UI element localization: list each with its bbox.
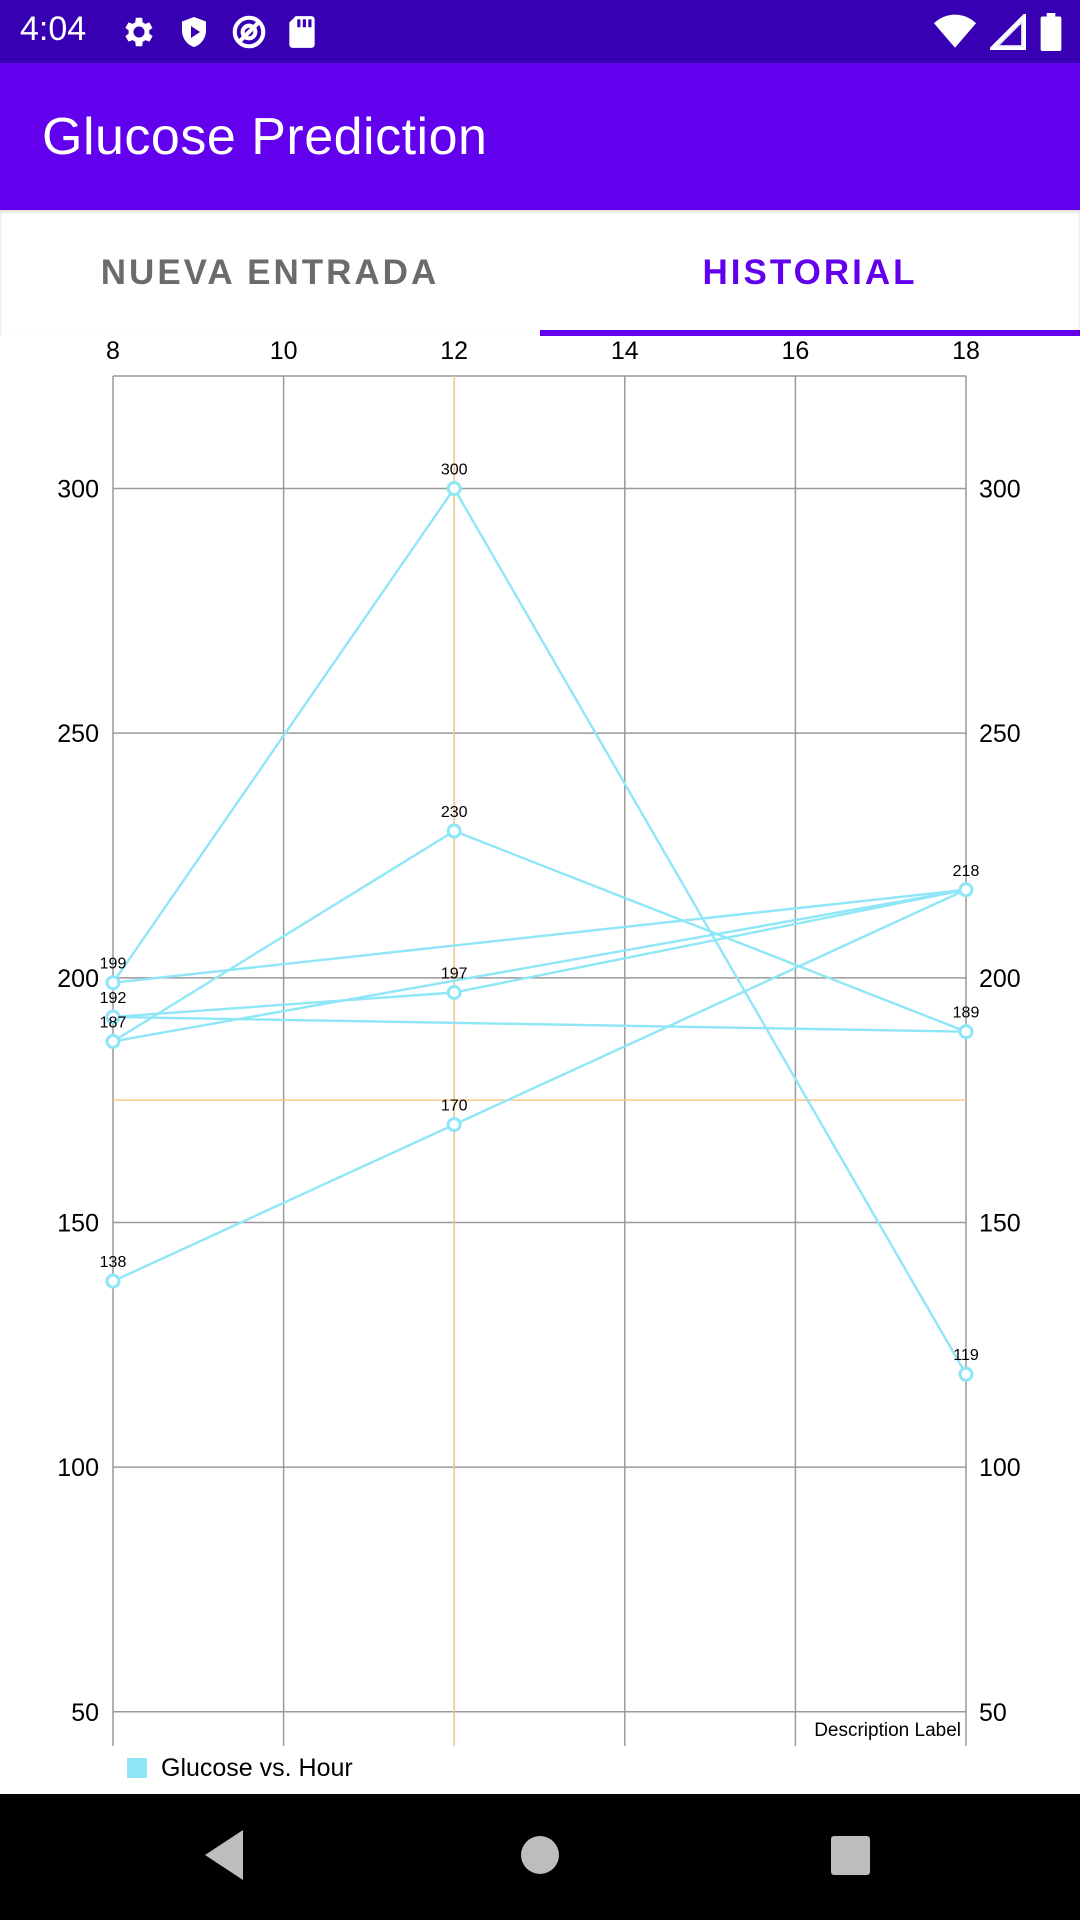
status-time: 4:04 [20, 10, 87, 48]
tab-indicator [540, 330, 1080, 336]
data-value-label: 170 [441, 1098, 468, 1115]
x-tick-label: 16 [781, 337, 809, 365]
app-bar: Glucose Prediction [0, 63, 1080, 210]
data-point[interactable] [446, 1117, 462, 1133]
recents-icon[interactable] [831, 1836, 870, 1875]
data-value-label: 199 [100, 956, 127, 973]
data-value-label: 138 [100, 1254, 127, 1271]
app-title: Glucose Prediction [42, 108, 488, 166]
data-value-label: 192 [100, 990, 127, 1007]
y-tick-label-right: 300 [979, 476, 1021, 504]
chart-svg[interactable]: 8 10 12 14 16 18 50 50 100 100 150 150 200 200 250 250 3… [0, 336, 1080, 1794]
wifi-icon [934, 14, 976, 48]
tab-nueva-entrada[interactable]: NUEVA ENTRADA [100, 253, 440, 292]
data-value-label: 218 [953, 863, 980, 880]
data-point[interactable] [446, 985, 462, 1000]
gear-icon [125, 17, 153, 47]
data-point[interactable] [105, 975, 121, 991]
navigation-bar [0, 1794, 1080, 1920]
y-tick-label-right: 100 [979, 1454, 1021, 1482]
signal-icon [990, 14, 1026, 50]
back-icon[interactable] [205, 1830, 243, 1880]
y-tick-label-left: 200 [57, 965, 99, 993]
data-point[interactable] [958, 1024, 974, 1040]
status-icons-right [934, 12, 1062, 52]
y-tick-label-left: 250 [57, 720, 99, 748]
sd-card-icon [289, 16, 315, 48]
tab-bar: NUEVA ENTRADA HISTORIAL [0, 210, 1080, 336]
x-tick-label: 14 [611, 337, 639, 365]
y-tick-label-right: 50 [979, 1699, 1007, 1727]
x-tick-label: 10 [270, 337, 298, 365]
y-tick-label-right: 250 [979, 720, 1021, 748]
battery-icon [1040, 13, 1062, 51]
data-point[interactable] [958, 882, 974, 898]
x-tick-label: 8 [106, 337, 120, 365]
y-tick-label-right: 150 [979, 1209, 1021, 1237]
y-tick-label-right: 200 [979, 965, 1021, 993]
data-value-label: 189 [953, 1005, 980, 1022]
series-line [112, 888, 967, 984]
x-tick-label: 18 [952, 337, 980, 365]
play-protect-icon [182, 17, 206, 47]
x-tick-label: 12 [440, 337, 468, 365]
data-point[interactable] [105, 1273, 121, 1289]
y-tick-label-left: 100 [57, 1454, 99, 1482]
series-line [112, 1015, 967, 1033]
status-icons-left [120, 12, 318, 52]
data-point[interactable] [446, 481, 462, 497]
data-point[interactable] [446, 823, 462, 839]
data-value-label: 187 [100, 1014, 127, 1031]
data-value-label: 230 [441, 804, 468, 821]
series-line [112, 486, 968, 1375]
legend-swatch [127, 1758, 147, 1778]
y-tick-label-left: 50 [71, 1699, 99, 1727]
data-value-label: 119 [953, 1347, 979, 1364]
data-saver-icon [232, 15, 266, 49]
tab-historial[interactable]: HISTORIAL [702, 253, 918, 292]
data-value-label: 300 [441, 462, 468, 479]
glucose-chart[interactable]: 8 10 12 14 16 18 50 50 100 100 150 150 200 200 250 250 3… [0, 336, 1080, 1794]
home-icon[interactable] [521, 1836, 559, 1874]
data-point[interactable] [105, 1033, 121, 1049]
y-tick-label-left: 150 [57, 1209, 99, 1237]
series-line [112, 888, 967, 1019]
legend-label: Glucose vs. Hour [161, 1754, 353, 1782]
status-bar: 4:04 [0, 0, 1080, 63]
data-value-label: 197 [441, 966, 468, 983]
y-tick-label-left: 300 [57, 476, 99, 504]
data-point[interactable] [105, 1009, 121, 1025]
series-line [112, 888, 967, 1043]
data-point[interactable] [958, 1366, 974, 1382]
chart-description-label: Description Label [814, 1720, 961, 1741]
